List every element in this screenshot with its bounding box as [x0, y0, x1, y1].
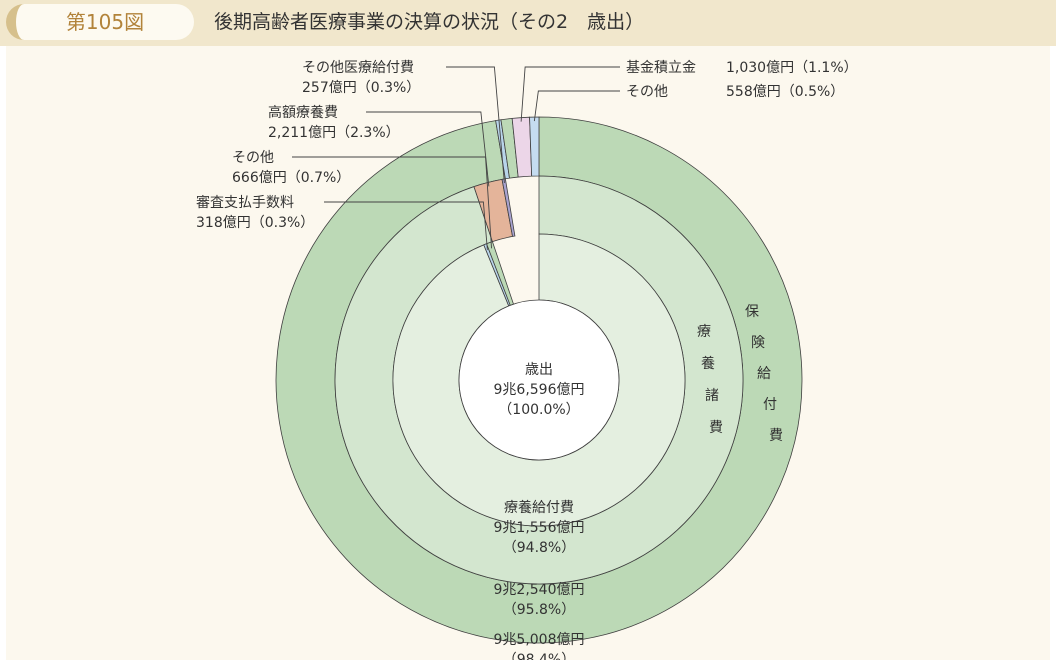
middle-ring-value: 9兆2,540億円 [494, 582, 585, 598]
callout-line-2 [292, 156, 492, 249]
callout-value-5: 558億円（0.5%） [726, 84, 844, 100]
middle-ring-side-label-char: 諸 [705, 388, 719, 404]
callout-line-3 [324, 201, 488, 250]
callout-name-4: 基金積立金 [626, 59, 696, 76]
center-circle [458, 299, 620, 461]
callout-value-0: 257億円（0.3%） [302, 80, 420, 96]
callout-name-5: その他 [626, 84, 668, 100]
callout-name-2: その他 [232, 150, 274, 166]
callout-value-2: 666億円（0.7%） [232, 170, 350, 186]
figure-title: 後期高齢者医療事業の決算の状況（その2 歳出） [214, 11, 645, 33]
outer-ring-side-label-char: 険 [751, 335, 765, 351]
outer-ring-side-label-char: 保 [745, 304, 759, 320]
middle-ring-side-label-char: 費 [709, 420, 723, 436]
callout-value-4: 1,030億円（1.1%） [726, 60, 858, 76]
sunburst-chart: 歳出9兆6,596億円（100.0%）療養給付費9兆1,556億円（94.8%）… [196, 59, 858, 660]
callout-line-5 [533, 90, 620, 122]
callout-name-0: その他医療給付費 [302, 59, 414, 76]
callout-line-0 [446, 66, 505, 184]
callout-value-1: 2,211億円（2.3%） [268, 125, 400, 141]
inner-ring-name: 療養給付費 [504, 499, 574, 516]
center-percent: （100.0%） [498, 402, 579, 418]
outer-ring-side-label-char: 費 [769, 428, 783, 444]
middle-ring-side-label-char: 療 [697, 323, 711, 340]
callout-line-4 [520, 66, 620, 122]
outer-ring-percent: （98.4%） [503, 652, 575, 660]
outer-ring-value: 9兆5,008億円 [494, 632, 585, 648]
outer-ring-side-label-char: 給 [757, 366, 771, 382]
center-label: 歳出 [525, 362, 553, 378]
outer-ring-side-label-char: 付 [763, 397, 777, 413]
figure-header: 第105図 後期高齢者医療事業の決算の状況（その2 歳出） [0, 0, 1056, 46]
ring-middle-segment-2 [501, 178, 516, 237]
callout-value-3: 318億円（0.3%） [196, 215, 314, 231]
callout-name-3: 審査支払手数料 [196, 195, 294, 211]
center-value: 9兆6,596億円 [494, 382, 585, 398]
inner-ring-percent: （94.8%） [503, 540, 575, 556]
inner-ring-value: 9兆1,556億円 [494, 520, 585, 536]
callout-name-1: 高額療養費 [268, 104, 338, 121]
chart-panel: 歳出 9兆6,596億円 （100.0%） 療養給付費 9兆1,556億円 （94.8%）… [6, 46, 1050, 660]
middle-ring-percent: （95.8%） [503, 602, 575, 618]
middle-ring-side-label-char: 養 [701, 355, 715, 372]
ring-outer-segment-4 [529, 116, 540, 177]
figure-number-badge: 第105図 [6, 4, 194, 40]
